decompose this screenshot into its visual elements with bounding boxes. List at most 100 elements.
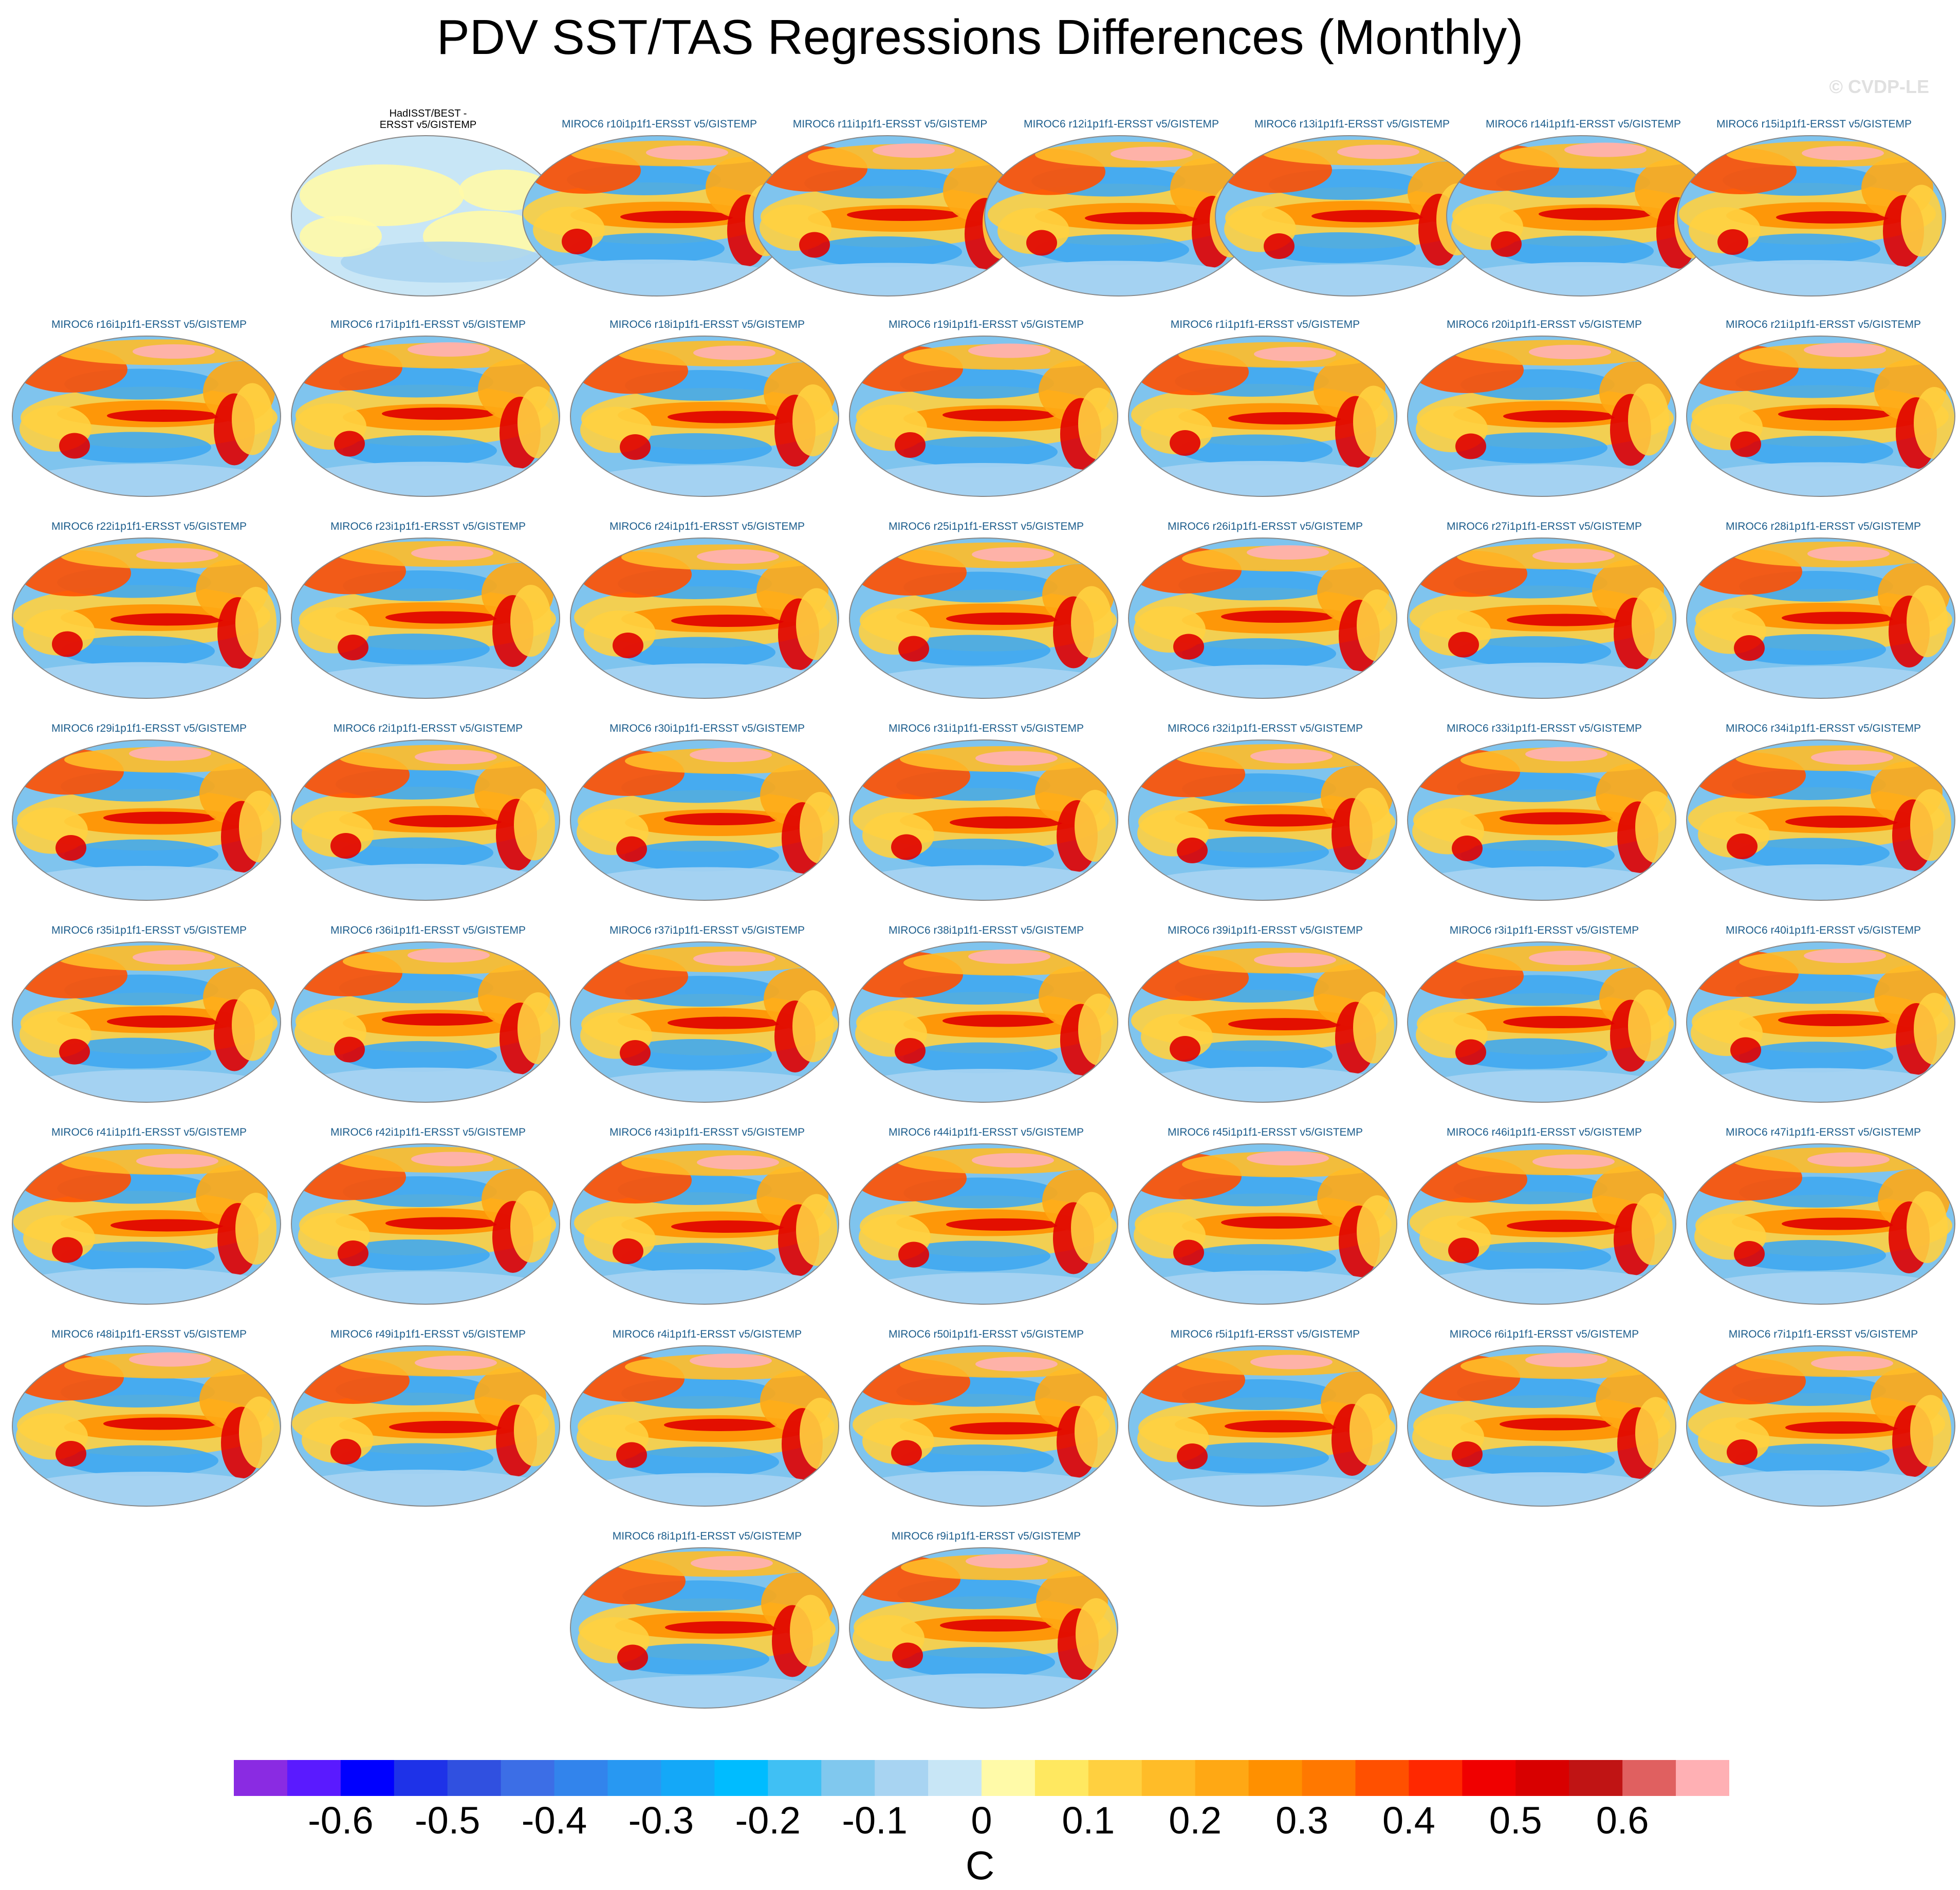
- map-plot: [753, 135, 1022, 297]
- panel-title: MIROC6 r24i1p1f1-ERSST v5/GISTEMP: [609, 521, 805, 532]
- map-plot: [849, 1345, 1118, 1507]
- panel-title: MIROC6 r49i1p1f1-ERSST v5/GISTEMP: [330, 1328, 526, 1340]
- map-plot: [1128, 1345, 1397, 1507]
- panel-title: MIROC6 r16i1p1f1-ERSST v5/GISTEMP: [51, 319, 247, 330]
- map-plot: [12, 538, 281, 699]
- panel-title: MIROC6 r5i1p1f1-ERSST v5/GISTEMP: [1170, 1328, 1360, 1340]
- map-plot: [849, 538, 1118, 699]
- ensemble-member-panel: MIROC6 r18i1p1f1-ERSST v5/GISTEMP: [568, 319, 846, 504]
- panel-title: MIROC6 r10i1p1f1-ERSST v5/GISTEMP: [561, 118, 757, 130]
- panel-title: MIROC6 r7i1p1f1-ERSST v5/GISTEMP: [1728, 1328, 1918, 1340]
- colorbar-tick-label: 0.1: [1062, 1799, 1115, 1842]
- ensemble-member-panel: MIROC6 r48i1p1f1-ERSST v5/GISTEMP: [10, 1328, 288, 1513]
- ensemble-member-panel: MIROC6 r43i1p1f1-ERSST v5/GISTEMP: [568, 1126, 846, 1311]
- panel-title: MIROC6 r22i1p1f1-ERSST v5/GISTEMP: [51, 521, 247, 532]
- ensemble-member-panel: MIROC6 r20i1p1f1-ERSST v5/GISTEMP: [1406, 319, 1683, 504]
- map-plot: [291, 1345, 560, 1507]
- colorbar-swatch: [1141, 1760, 1196, 1796]
- ensemble-member-panel: MIROC6 r39i1p1f1-ERSST v5/GISTEMP: [1126, 924, 1404, 1109]
- colorbar-tick-label: -0.2: [735, 1799, 801, 1842]
- panel-title: MIROC6 r38i1p1f1-ERSST v5/GISTEMP: [888, 924, 1084, 936]
- colorbar-tick-label: 0.2: [1169, 1799, 1222, 1842]
- map-plot: [849, 941, 1118, 1103]
- colorbar-swatch: [1622, 1760, 1676, 1796]
- colorbar-swatch: [394, 1760, 448, 1796]
- ensemble-member-panel: MIROC6 r31i1p1f1-ERSST v5/GISTEMP: [847, 722, 1125, 907]
- map-plot: [849, 1143, 1118, 1305]
- ensemble-member-panel: MIROC6 r14i1p1f1-ERSST v5/GISTEMP: [1445, 118, 1722, 303]
- panel-title: MIROC6 r42i1p1f1-ERSST v5/GISTEMP: [330, 1126, 526, 1138]
- map-plot: [1128, 739, 1397, 901]
- map-plot: [291, 1143, 560, 1305]
- map-plot: [570, 336, 839, 497]
- colorbar-swatch: [1409, 1760, 1463, 1796]
- colorbar-swatch: [1195, 1760, 1249, 1796]
- colorbar-swatch: [501, 1760, 555, 1796]
- colorbar-tick-label: -0.4: [521, 1799, 587, 1842]
- ensemble-member-panel: MIROC6 r4i1p1f1-ERSST v5/GISTEMP: [568, 1328, 846, 1513]
- ensemble-member-panel: MIROC6 r34i1p1f1-ERSST v5/GISTEMP: [1685, 722, 1960, 907]
- colorbar-tick-label: 0.3: [1275, 1799, 1328, 1842]
- panel-title: MIROC6 r48i1p1f1-ERSST v5/GISTEMP: [51, 1328, 247, 1340]
- map-plot: [1407, 739, 1676, 901]
- ensemble-member-panel: MIROC6 r8i1p1f1-ERSST v5/GISTEMP: [568, 1530, 846, 1715]
- map-plot: [570, 538, 839, 699]
- ensemble-member-panel: MIROC6 r7i1p1f1-ERSST v5/GISTEMP: [1685, 1328, 1960, 1513]
- ensemble-member-panel: MIROC6 r15i1p1f1-ERSST v5/GISTEMP: [1675, 118, 1953, 303]
- map-plot: [12, 941, 281, 1103]
- colorbar-svg: [234, 1760, 1729, 1796]
- colorbar-tick-label: -0.6: [308, 1799, 374, 1842]
- map-plot: [291, 941, 560, 1103]
- panel-title: MIROC6 r45i1p1f1-ERSST v5/GISTEMP: [1167, 1126, 1363, 1138]
- panel-title: MIROC6 r17i1p1f1-ERSST v5/GISTEMP: [330, 319, 526, 330]
- ensemble-member-panel: MIROC6 r26i1p1f1-ERSST v5/GISTEMP: [1126, 521, 1404, 706]
- panel-title: MIROC6 r26i1p1f1-ERSST v5/GISTEMP: [1167, 521, 1363, 532]
- panel-title: MIROC6 r46i1p1f1-ERSST v5/GISTEMP: [1446, 1126, 1642, 1138]
- map-plot: [1407, 538, 1676, 699]
- panel-title: MIROC6 r2i1p1f1-ERSST v5/GISTEMP: [333, 722, 523, 734]
- colorbar-swatch: [554, 1760, 608, 1796]
- ensemble-member-panel: MIROC6 r33i1p1f1-ERSST v5/GISTEMP: [1406, 722, 1683, 907]
- panel-title: MIROC6 r30i1p1f1-ERSST v5/GISTEMP: [609, 722, 805, 734]
- colorbar-swatch: [607, 1760, 661, 1796]
- ensemble-member-panel: MIROC6 r23i1p1f1-ERSST v5/GISTEMP: [289, 521, 567, 706]
- panel-title: MIROC6 r39i1p1f1-ERSST v5/GISTEMP: [1167, 924, 1363, 936]
- panel-title: MIROC6 r9i1p1f1-ERSST v5/GISTEMP: [891, 1530, 1081, 1542]
- map-plot: [522, 135, 791, 297]
- copyright-notice: © CVDP-LE: [1829, 76, 1929, 97]
- colorbar-swatch: [1515, 1760, 1569, 1796]
- colorbar-swatch: [768, 1760, 822, 1796]
- map-plot: [570, 1143, 839, 1305]
- panel-title: MIROC6 r21i1p1f1-ERSST v5/GISTEMP: [1725, 319, 1921, 330]
- panel-title: MIROC6 r14i1p1f1-ERSST v5/GISTEMP: [1485, 118, 1681, 130]
- ensemble-member-panel: MIROC6 r9i1p1f1-ERSST v5/GISTEMP: [847, 1530, 1125, 1715]
- colorbar-swatch: [661, 1760, 715, 1796]
- panel-title: MIROC6 r36i1p1f1-ERSST v5/GISTEMP: [330, 924, 526, 936]
- panel-title: HadISST/BEST - ERSST v5/GISTEMP: [289, 108, 567, 131]
- ensemble-member-panel: MIROC6 r6i1p1f1-ERSST v5/GISTEMP: [1406, 1328, 1683, 1513]
- colorbar-swatch: [234, 1760, 288, 1796]
- colorbar-swatch: [1248, 1760, 1303, 1796]
- map-plot: [291, 336, 560, 497]
- ensemble-member-panel: MIROC6 r40i1p1f1-ERSST v5/GISTEMP: [1685, 924, 1960, 1109]
- ensemble-member-panel: MIROC6 r47i1p1f1-ERSST v5/GISTEMP: [1685, 1126, 1960, 1311]
- map-plot: [291, 739, 560, 901]
- colorbar-swatch: [928, 1760, 982, 1796]
- map-plot: [1686, 538, 1955, 699]
- panel-title: MIROC6 r43i1p1f1-ERSST v5/GISTEMP: [609, 1126, 805, 1138]
- map-plot: [570, 941, 839, 1103]
- panel-title: MIROC6 r41i1p1f1-ERSST v5/GISTEMP: [51, 1126, 247, 1138]
- ensemble-member-panel: MIROC6 r2i1p1f1-ERSST v5/GISTEMP: [289, 722, 567, 907]
- map-plot: [849, 336, 1118, 497]
- panel-title: MIROC6 r28i1p1f1-ERSST v5/GISTEMP: [1725, 521, 1921, 532]
- colorbar-swatch: [714, 1760, 768, 1796]
- map-plot: [291, 538, 560, 699]
- panel-title: MIROC6 r23i1p1f1-ERSST v5/GISTEMP: [330, 521, 526, 532]
- map-plot: [849, 1547, 1118, 1709]
- panel-title: MIROC6 r3i1p1f1-ERSST v5/GISTEMP: [1449, 924, 1639, 936]
- map-plot: [1677, 135, 1946, 297]
- ensemble-member-panel: MIROC6 r5i1p1f1-ERSST v5/GISTEMP: [1126, 1328, 1404, 1513]
- panel-title: MIROC6 r33i1p1f1-ERSST v5/GISTEMP: [1446, 722, 1642, 734]
- colorbar-tick-label: 0: [971, 1799, 992, 1842]
- map-plot: [1407, 336, 1676, 497]
